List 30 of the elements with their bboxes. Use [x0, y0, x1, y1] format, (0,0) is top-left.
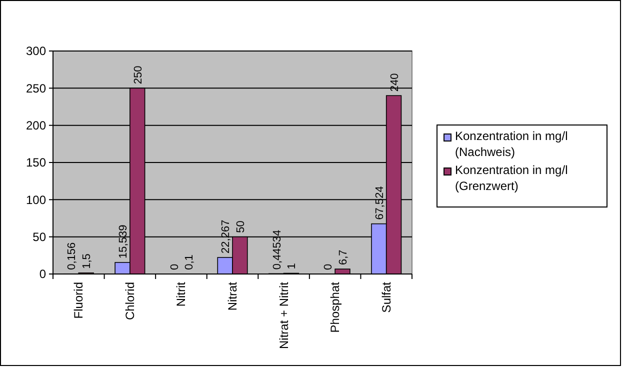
x-tick-label: Nitrat: [226, 281, 240, 311]
x-tick-label: Nitrit: [174, 281, 188, 307]
x-tick-label: Phosphat: [328, 281, 342, 333]
data-label: 22,267: [220, 220, 232, 254]
data-label: 0: [322, 264, 335, 270]
y-tick-label: 150: [26, 156, 46, 170]
data-label: 1: [286, 263, 298, 270]
data-label: 0,1: [184, 254, 196, 270]
data-label: 1,5: [81, 254, 94, 269]
y-tick-label: 200: [26, 118, 46, 133]
data-label: 240: [388, 73, 401, 92]
legend-label: Konzentration in mg/l (Nachweis): [455, 129, 568, 159]
data-label: 50: [234, 220, 247, 233]
x-tick-label: Chlorid: [122, 282, 137, 320]
data-label: 0,156: [66, 242, 78, 270]
y-tick-label: 300: [26, 44, 46, 58]
y-tick-label: 100: [26, 192, 46, 207]
data-label: 67,524: [374, 186, 386, 220]
legend-label: Konzentration in mg/l (Grenzwert): [455, 163, 568, 193]
data-label: 0,44534: [271, 230, 284, 270]
x-tick-label: Nitrat + Nitrit: [276, 281, 291, 350]
x-tick-label: Fluorid: [72, 282, 86, 319]
y-tick-label: 50: [32, 230, 46, 244]
data-label: 0: [168, 264, 181, 270]
data-label: 6,7: [338, 250, 350, 266]
data-label: 15,539: [117, 224, 130, 258]
data-label: 250: [132, 66, 144, 84]
x-tick-label: Sulfat: [379, 281, 394, 313]
y-tick-label: 250: [26, 81, 46, 96]
y-tick-label: 0: [39, 267, 46, 282]
